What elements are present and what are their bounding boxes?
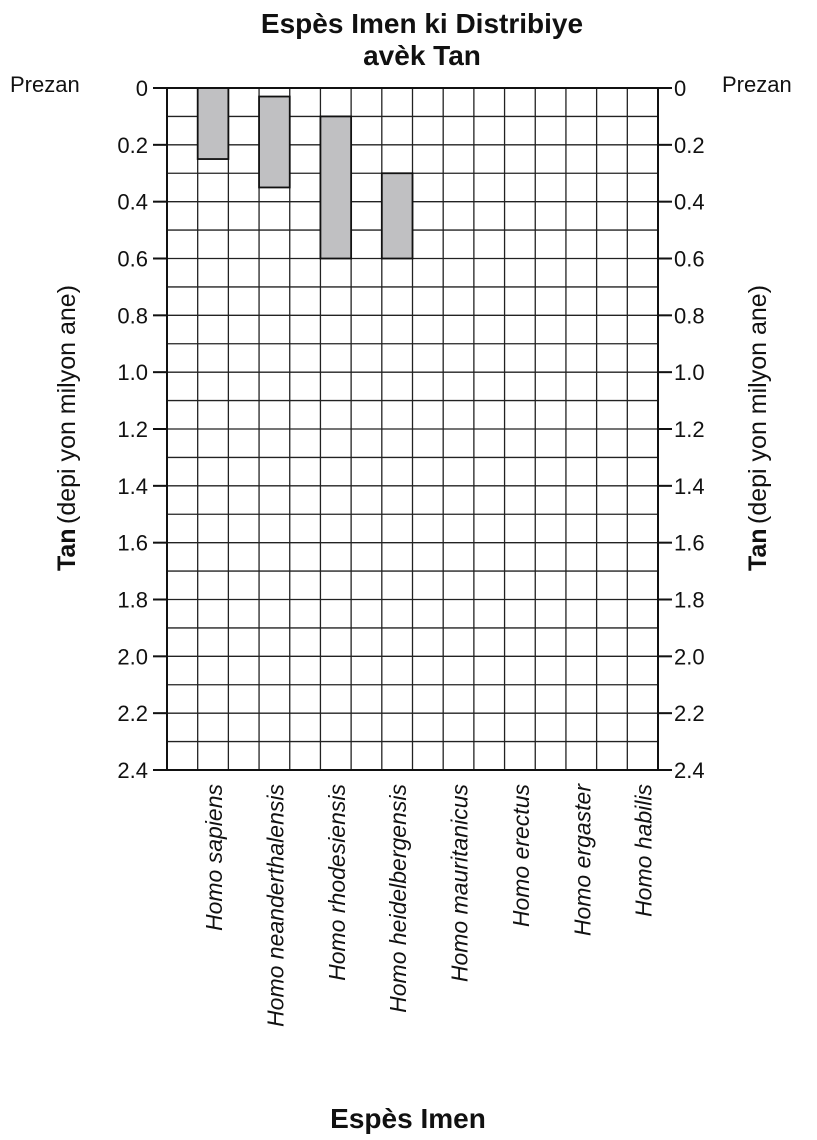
bar-homo-neanderthalensis [258,95,291,189]
x-tick-label: Homo erectus [508,784,534,928]
y-tick-label-right: 2.4 [674,758,705,783]
y-tick-label-left: 0.2 [117,133,148,158]
present-label-right: Prezan [722,72,792,97]
grid [167,88,658,770]
chart-title-line1: Espès Imen ki Distribiye [261,8,583,39]
bar-homo-sapiens [196,87,230,160]
y-tick-label-left: 1.0 [117,360,148,385]
range-bars [196,87,414,260]
y-tick-label-right: 1.6 [674,531,705,556]
y-tick-label-right: 1.8 [674,588,705,613]
y-tick-label-left: 1.4 [117,474,148,499]
y-axis-label-right-bold: Tan [744,528,772,571]
bar-homo-heidelbergensis [380,172,414,260]
y-tick-labels-right: 0 0.2 0.4 0.6 0.8 1.0 1.2 1.4 1.6 1.8 2.0 2.2 2.4 [674,76,705,783]
y-tick-label-right: 0.8 [674,303,705,328]
y-axis-label-left-rest: (depi yon milyon ane) [53,285,81,524]
x-tick-label: Homo mauritanicus [447,784,473,983]
x-tick-label: Homo habilis [631,784,657,917]
y-tick-label-left: 2.0 [117,644,148,669]
x-tick-label: Homo heidelbergensis [385,784,411,1013]
y-tick-label-right: 0.6 [674,247,705,272]
y-tick-label-left: 0 [136,76,148,101]
y-tick-label-left: 2.2 [117,701,148,726]
x-tick-label: Homo sapiens [201,784,227,932]
y-tick-label-left: 0.8 [117,303,148,328]
y-tick-label-right: 0 [674,76,686,101]
y-tick-label-right: 2.2 [674,701,705,726]
x-tick-label: Homo rhodesiensis [324,784,350,981]
y-tick-label-right: 0.4 [674,190,705,215]
x-axis-label: Espès Imen [330,1103,486,1134]
y-tick-label-right: 0.2 [674,133,705,158]
x-tick-labels: Homo sapiens Homo neanderthalensis Homo rh… [201,783,657,1027]
y-tick-label-right: 1.0 [674,360,705,385]
present-label-left: Prezan [10,72,80,97]
y-tick-label-left: 1.8 [117,588,148,613]
y-tick-label-right: 2.0 [674,644,705,669]
x-tick-label: Homo neanderthalensis [262,784,288,1027]
y-tick-label-left: 0.4 [117,190,148,215]
y-axis-label-right: Tan (depi yon milyon ane) [744,285,772,571]
x-tick-label: Homo ergaster [569,783,595,936]
y-tick-label-left: 1.2 [117,417,148,442]
bar-homo-rhodesiensis [319,115,353,260]
y-tick-label-left: 2.4 [117,758,148,783]
y-tick-labels-left: 0 0.2 0.4 0.6 0.8 1.0 1.2 1.4 1.6 1.8 2.0 2.2 2.4 [117,76,148,783]
y-axis-label-right-rest: (depi yon milyon ane) [744,285,772,524]
y-tick-label-left: 0.6 [117,247,148,272]
chart-title-line2: avèk Tan [363,40,481,71]
y-axis-label-left-bold: Tan [53,528,81,571]
y-tick-label-right: 1.4 [674,474,705,499]
y-tick-label-right: 1.2 [674,417,705,442]
y-axis-label-left: Tan (depi yon milyon ane) [53,285,81,571]
y-tick-label-left: 1.6 [117,531,148,556]
plot-frame [153,87,672,771]
